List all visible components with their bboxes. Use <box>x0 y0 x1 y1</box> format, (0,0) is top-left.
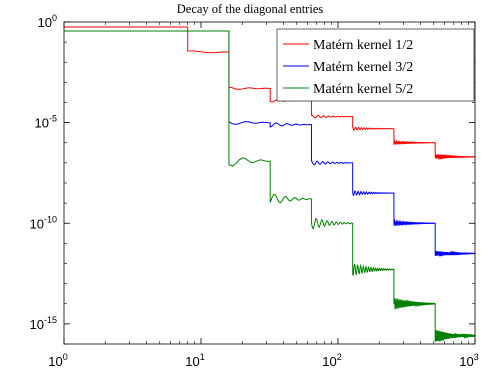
y-tick-label: 100 <box>38 13 57 30</box>
y-tick-label: 10-15 <box>30 315 57 332</box>
series-line-2 <box>64 30 476 258</box>
x-tick-label: 103 <box>459 352 478 369</box>
legend-label-3: Matérn kernel 5/2 <box>313 82 413 97</box>
tick-labels: 100 101 102 103 100 10-5 10-10 10-15 <box>30 13 479 369</box>
x-tick-label: 101 <box>185 352 204 369</box>
ticks-layer <box>63 21 476 345</box>
series-layer <box>64 26 476 343</box>
y-tick-label: 10-10 <box>30 214 57 231</box>
legend-box <box>276 28 475 102</box>
series-line-1 <box>64 26 476 161</box>
y-tick-label: 10-5 <box>35 114 57 131</box>
series-line-3 <box>64 30 476 343</box>
x-tick-label: 102 <box>322 352 341 369</box>
legend-label-2: Matérn kernel 3/2 <box>313 60 413 75</box>
x-tick-label: 100 <box>48 352 67 369</box>
legend: Matérn kernel 1/2 Matérn kernel 3/2 Matérn… <box>276 28 475 102</box>
legend-label-1: Matérn kernel 1/2 <box>313 38 413 53</box>
chart-title: Decay of the diagonal entries <box>177 2 324 16</box>
legend-items: Matérn kernel 1/2 Matérn kernel 3/2 Matérn… <box>283 38 413 97</box>
